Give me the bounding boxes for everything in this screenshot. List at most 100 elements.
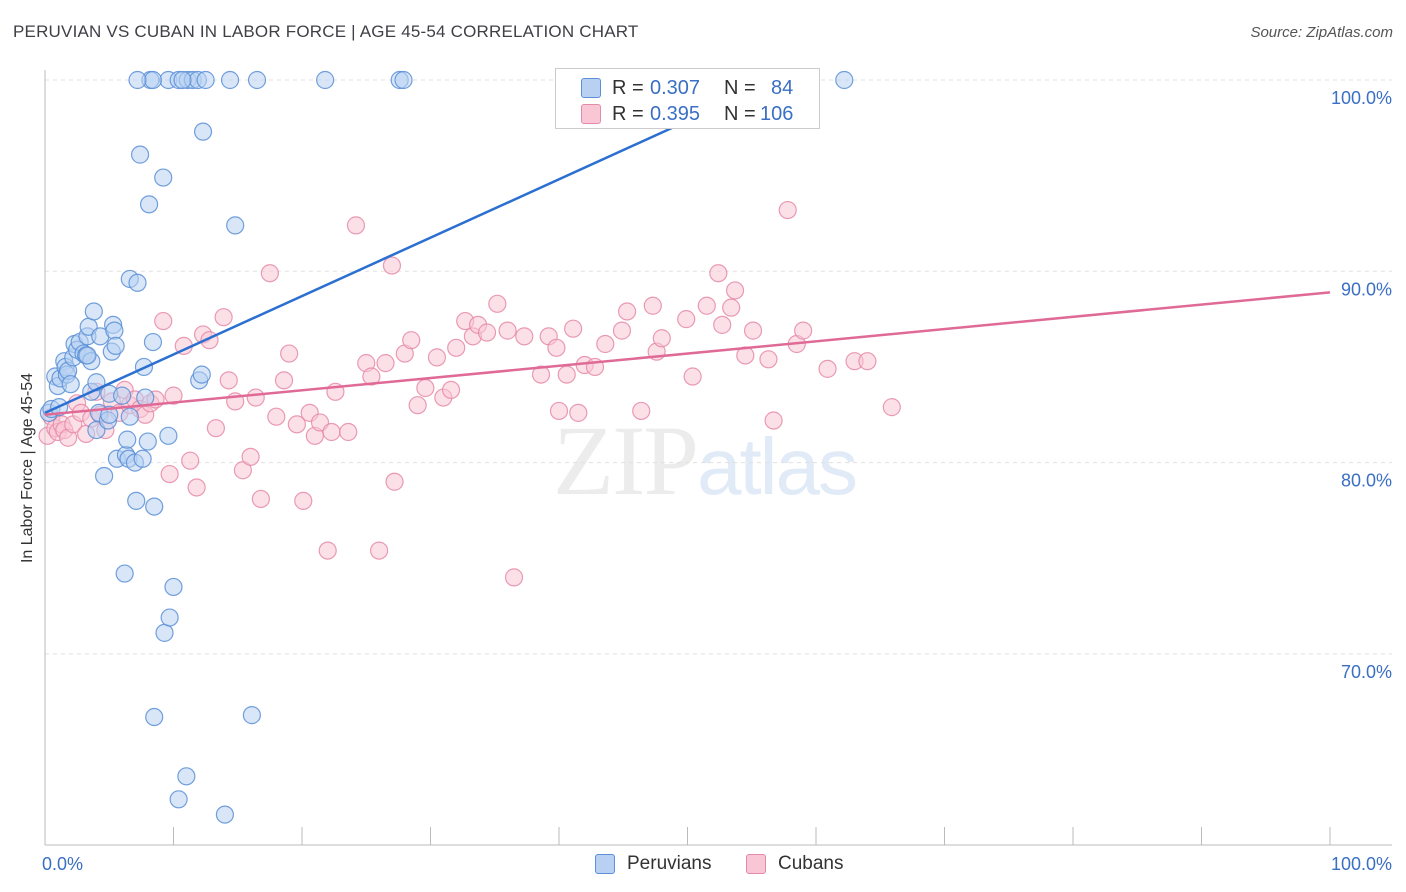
legend-row-peruvians: R = 0.307 N = 84 bbox=[556, 74, 819, 102]
peruvian-point bbox=[128, 273, 147, 292]
cuban-point bbox=[370, 541, 389, 560]
cuban-point bbox=[287, 415, 306, 434]
cuban-point bbox=[596, 334, 615, 354]
cuban-point bbox=[241, 447, 260, 466]
peruvian-point bbox=[133, 449, 152, 468]
cuban-point bbox=[683, 367, 702, 386]
cuban-point bbox=[743, 321, 763, 340]
cuban-point bbox=[697, 296, 716, 315]
cuban-point bbox=[531, 365, 551, 384]
peruvian-point bbox=[164, 577, 183, 597]
y-axis-label: In Labor Force | Age 45-54 bbox=[19, 372, 36, 564]
cuban-point bbox=[709, 264, 728, 283]
cuban-trend-line bbox=[44, 291, 1331, 417]
correlation-legend: R = 0.307 N = 84 R = 0.395 N = 106 bbox=[555, 68, 820, 129]
peruvian-point bbox=[159, 426, 178, 445]
y-tick-label: 100.0% bbox=[1331, 88, 1392, 108]
peruvian-point bbox=[835, 70, 854, 90]
legend-r-value: 0.307 bbox=[650, 77, 701, 99]
peruvian-point bbox=[130, 145, 150, 164]
cuban-point bbox=[722, 298, 741, 317]
peruvian-point bbox=[192, 365, 211, 384]
cuban-point bbox=[382, 256, 402, 275]
legend-swatch-cubans bbox=[746, 854, 766, 874]
source-label: Source: ZipAtlas.com bbox=[1250, 24, 1393, 41]
cuban-point bbox=[246, 388, 265, 407]
cuban-point bbox=[362, 367, 381, 386]
cuban-point bbox=[447, 338, 466, 357]
cuban-point bbox=[498, 321, 517, 340]
cuban-point bbox=[181, 451, 200, 470]
cuban-point bbox=[427, 348, 447, 367]
legend-swatch-cubans bbox=[581, 104, 601, 124]
y-axis-label-wrap: In Labor Force | Age 45-54 bbox=[18, 373, 38, 563]
peruvian-point bbox=[106, 336, 125, 356]
cuban-point bbox=[725, 281, 745, 300]
peruvian-point bbox=[242, 706, 261, 725]
peruvian-point bbox=[139, 195, 159, 214]
legend-n-label: N = bbox=[724, 103, 756, 125]
peruvian-point bbox=[155, 623, 174, 642]
cuban-point bbox=[618, 302, 637, 321]
cuban-point bbox=[547, 338, 566, 357]
cuban-point bbox=[564, 319, 583, 338]
legend-label-cubans: Cubans bbox=[778, 853, 844, 874]
cuban-point bbox=[858, 352, 877, 371]
peruvian-point bbox=[196, 70, 215, 90]
peruvian-point bbox=[128, 70, 147, 90]
peruvian-point bbox=[120, 407, 139, 426]
cuban-point bbox=[154, 311, 173, 331]
cuban-point bbox=[164, 386, 183, 405]
x-tick-label-left: 0.0% bbox=[42, 854, 83, 874]
cuban-point bbox=[818, 359, 837, 378]
y-tick-label: 90.0% bbox=[1341, 279, 1392, 299]
cuban-point bbox=[206, 419, 226, 438]
cuban-point bbox=[643, 296, 662, 315]
legend-label-peruvians: Peruvians bbox=[627, 853, 712, 874]
cuban-point bbox=[488, 294, 507, 313]
peruvian-point bbox=[105, 321, 124, 340]
cuban-point bbox=[294, 491, 313, 510]
x-tick-label-right: 100.0% bbox=[1331, 854, 1392, 874]
legend-n-value: 106 bbox=[760, 103, 794, 125]
cuban-point bbox=[569, 403, 588, 422]
y-tick-label: 70.0% bbox=[1341, 662, 1392, 682]
cuban-point bbox=[251, 489, 270, 509]
legend-n-label: N = bbox=[724, 77, 756, 99]
peruvian-point bbox=[154, 168, 173, 187]
peruvian-point bbox=[127, 491, 146, 510]
cuban-point bbox=[759, 350, 778, 369]
peruvian-point bbox=[220, 70, 240, 90]
cuban-point bbox=[267, 407, 286, 426]
legend-swatch-peruvians bbox=[581, 78, 601, 98]
peruvian-point bbox=[95, 466, 114, 486]
peruvian-point bbox=[394, 70, 413, 90]
peruvian-point bbox=[193, 122, 213, 141]
peruvian-point bbox=[226, 216, 245, 235]
cuban-point bbox=[549, 401, 569, 421]
peruvian-point bbox=[112, 386, 132, 405]
cuban-point bbox=[882, 398, 901, 417]
cuban-point bbox=[515, 327, 534, 346]
peruvian-point bbox=[145, 497, 164, 516]
cuban-point bbox=[677, 310, 696, 329]
cuban-point bbox=[219, 371, 238, 390]
cuban-point bbox=[408, 396, 427, 415]
cuban-point bbox=[280, 344, 299, 363]
cuban-point bbox=[557, 365, 576, 384]
cuban-point bbox=[385, 472, 404, 491]
cuban-point bbox=[504, 568, 524, 587]
peruvian-point bbox=[173, 70, 192, 90]
series-legend: Peruvians Cubans bbox=[0, 852, 1406, 878]
cuban-point bbox=[778, 200, 797, 220]
cuban-point bbox=[214, 308, 233, 327]
cuban-point bbox=[339, 422, 358, 442]
cuban-point bbox=[187, 478, 206, 497]
peruvian-point bbox=[138, 432, 157, 451]
watermark: ZIPatlas bbox=[553, 403, 858, 518]
peruvian-point bbox=[100, 405, 119, 424]
cuban-point bbox=[652, 329, 671, 348]
cuban-point bbox=[764, 411, 783, 430]
cuban-point bbox=[160, 464, 179, 484]
